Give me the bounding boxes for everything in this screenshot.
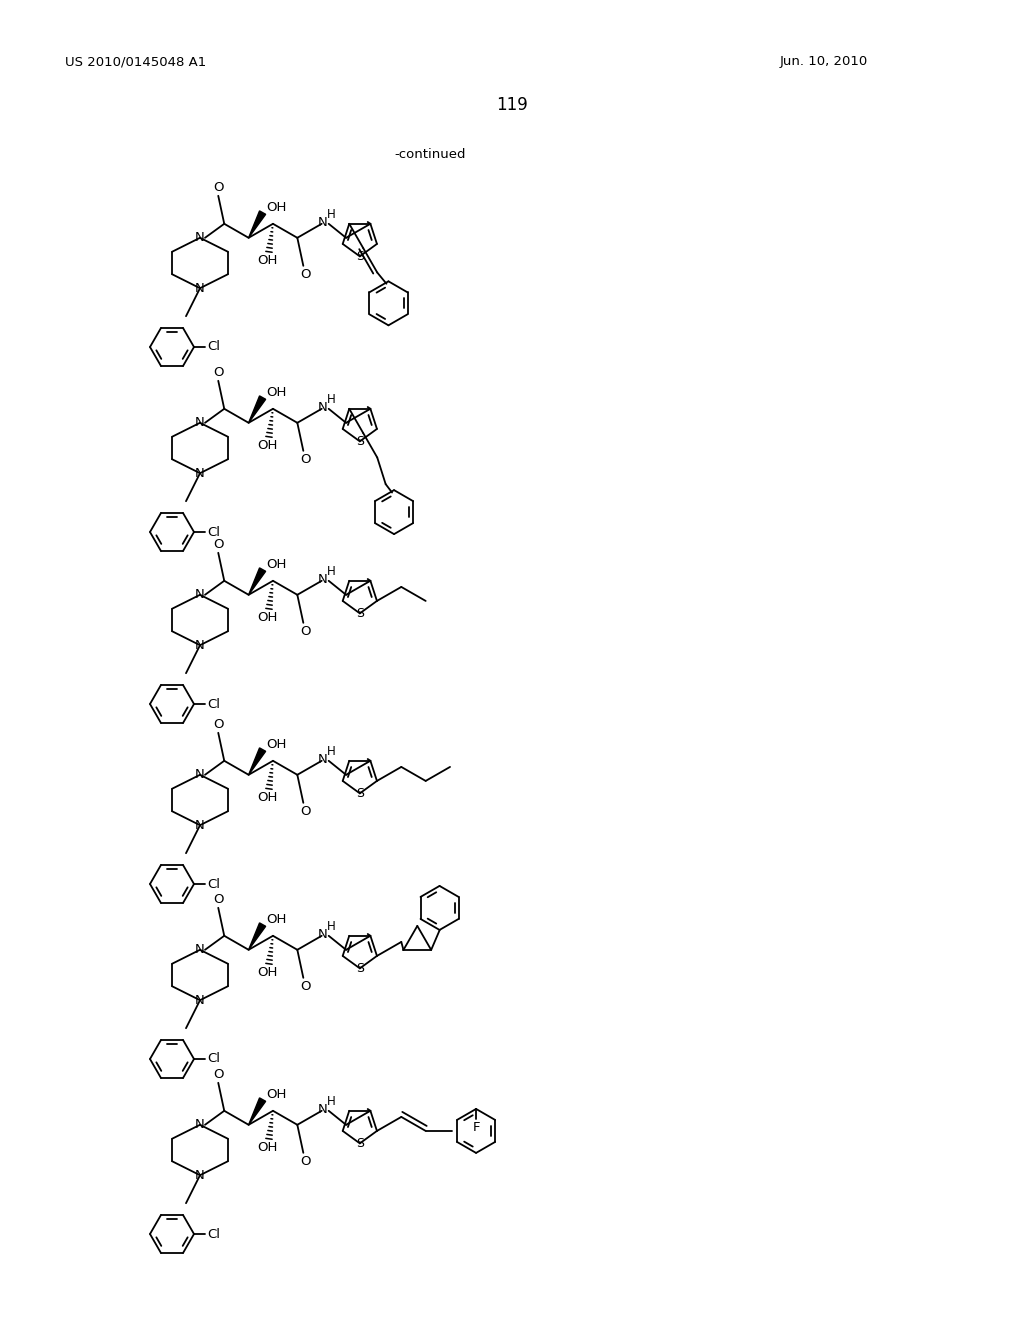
Text: H: H [328,920,336,933]
Text: N: N [317,573,328,586]
Text: O: O [300,453,310,466]
Text: N: N [317,216,328,230]
Text: OH: OH [266,385,287,399]
Text: S: S [355,434,364,447]
Text: O: O [300,1155,310,1168]
Text: N: N [196,768,205,781]
Text: OH: OH [257,791,278,804]
Text: F: F [472,1122,480,1134]
Text: OH: OH [257,1142,278,1154]
Text: O: O [213,181,223,194]
Text: Cl: Cl [208,1228,220,1241]
Text: H: H [328,393,336,407]
Text: N: N [317,928,328,941]
Text: N: N [196,818,205,832]
Text: OH: OH [257,966,278,979]
Polygon shape [249,568,265,595]
Text: Cl: Cl [208,697,220,710]
Text: N: N [317,401,328,414]
Text: N: N [196,281,205,294]
Text: N: N [317,754,328,767]
Text: US 2010/0145048 A1: US 2010/0145048 A1 [65,55,206,69]
Text: OH: OH [257,255,278,267]
Text: S: S [355,249,364,263]
Text: S: S [355,607,364,620]
Polygon shape [249,748,265,775]
Text: OH: OH [266,201,287,214]
Text: 119: 119 [496,96,528,114]
Text: H: H [328,209,336,222]
Text: O: O [213,894,223,907]
Text: Cl: Cl [208,878,220,891]
Text: Jun. 10, 2010: Jun. 10, 2010 [780,55,868,69]
Polygon shape [249,1098,265,1125]
Text: OH: OH [257,611,278,624]
Text: O: O [300,268,310,281]
Text: S: S [355,787,364,800]
Text: O: O [213,539,223,552]
Text: O: O [213,718,223,731]
Text: H: H [328,1096,336,1109]
Text: H: H [328,565,336,578]
Text: Cl: Cl [208,1052,220,1065]
Polygon shape [249,211,265,238]
Text: N: N [317,1104,328,1117]
Text: N: N [196,416,205,429]
Text: OH: OH [266,1088,287,1101]
Text: Cl: Cl [208,341,220,354]
Text: H: H [328,746,336,758]
Text: S: S [355,1137,364,1150]
Text: N: N [196,589,205,602]
Text: O: O [213,1068,223,1081]
Text: N: N [196,994,205,1007]
Text: OH: OH [266,738,287,751]
Text: -continued: -continued [394,149,466,161]
Text: Cl: Cl [208,525,220,539]
Polygon shape [249,396,265,422]
Text: N: N [196,944,205,956]
Text: N: N [196,467,205,479]
Text: O: O [300,805,310,818]
Text: N: N [196,231,205,244]
Text: OH: OH [266,913,287,927]
Text: OH: OH [266,558,287,572]
Polygon shape [249,923,265,950]
Text: N: N [196,1168,205,1181]
Text: S: S [355,962,364,975]
Text: N: N [196,639,205,652]
Text: OH: OH [257,440,278,453]
Text: O: O [300,626,310,639]
Text: N: N [196,1118,205,1131]
Text: O: O [300,981,310,993]
Text: O: O [213,366,223,379]
